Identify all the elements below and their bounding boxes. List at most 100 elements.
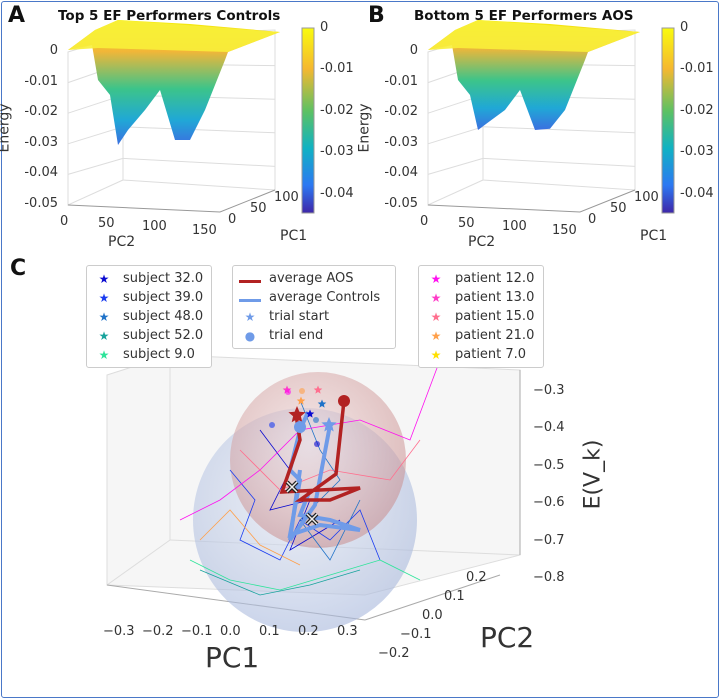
x-tick-label: −0.2: [142, 624, 174, 639]
x-tick-label: 150: [552, 223, 577, 238]
star-icon: ★: [244, 309, 256, 324]
legend-item: ★ patient 12.0: [425, 269, 537, 288]
x-tick-label: 0.1: [259, 624, 280, 639]
z-tick-label: -0.04: [384, 165, 418, 181]
star-icon: ★: [98, 271, 110, 286]
z-tick-label: -0.05: [24, 196, 58, 211]
y-tick-label: −0.1: [400, 627, 432, 642]
colorbar-tick-label: -0.04: [680, 185, 714, 201]
star-icon: ★: [430, 290, 442, 305]
colorbar-tick-label: 0: [680, 20, 689, 35]
z-tick-label: −0.5: [533, 457, 565, 473]
trial-start-star: [317, 399, 327, 408]
x-axis-label: PC2: [108, 234, 136, 250]
y-axis-label: PC2: [480, 621, 535, 654]
z-tick-label: -0.04: [24, 165, 58, 181]
legend-item: average AOS: [239, 269, 389, 288]
z-tick-label: -0.03: [24, 134, 58, 150]
y-tick-label: 0.2: [466, 570, 487, 585]
star-icon: ★: [430, 328, 442, 343]
subjects-legend: ★ subject 32.0 ★ subject 39.0 ★ subject 48.0 ★…: [86, 265, 212, 368]
x-tick-label: 0: [420, 214, 429, 229]
colorbar-tick-label: -0.02: [320, 102, 354, 118]
z-tick-label: -0.01: [24, 73, 58, 89]
y-tick-label: 0.1: [444, 589, 465, 604]
legend-item: ★ patient 21.0: [425, 326, 537, 345]
colorbar-tick-label: -0.01: [320, 61, 354, 77]
legend-item: ★ trial start: [239, 307, 389, 326]
panel-b-title: Bottom 5 EF Performers AOS: [414, 8, 634, 24]
legend-label: patient 12.0: [455, 271, 535, 286]
y-tick-label: 100: [274, 190, 299, 205]
panel-c-label: C: [10, 256, 27, 281]
z-tick-label: −0.3: [533, 383, 565, 398]
z-tick-label: -0.01: [384, 73, 418, 89]
aos-start-star: [288, 406, 306, 423]
legend-label: average AOS: [269, 271, 354, 286]
z-tick-label: -0.02: [24, 104, 58, 120]
x-axis-label: PC2: [468, 234, 496, 250]
legend-label: average Controls: [269, 290, 381, 305]
z-tick-label: -0.02: [384, 104, 418, 120]
z-tick-label: -0.05: [384, 196, 418, 211]
x-tick-label: −0.3: [103, 624, 135, 639]
aos-sphere: [230, 372, 406, 548]
controls-start-star: [321, 417, 337, 432]
legend-item: ★ subject 32.0: [93, 269, 205, 288]
star-icon: ★: [98, 290, 110, 305]
colorbar-tick-label: -0.03: [680, 144, 714, 160]
y-axis-label: PC1: [280, 228, 308, 244]
star-icon: ★: [430, 347, 442, 362]
x-tick-label: 150: [192, 223, 217, 238]
x-tick-label: 100: [142, 219, 167, 234]
z-tick-label: −0.8: [533, 570, 565, 585]
panel-b-label: B: [368, 3, 385, 28]
legend-label: subject 52.0: [123, 328, 204, 343]
x-tick-label: 0.3: [337, 624, 358, 639]
z-axis-label: E(V_k): [580, 439, 606, 510]
colorbar-tick-label: -0.02: [680, 102, 714, 118]
legend-item: ★ subject 9.0: [93, 345, 205, 364]
panel-a-label: A: [8, 3, 26, 28]
line-icon: [239, 291, 261, 305]
legend-label: patient 21.0: [455, 328, 535, 343]
z-tick-label: 0: [49, 43, 58, 58]
x-tick-label: 50: [98, 216, 115, 231]
z-tick-label: -0.03: [384, 134, 418, 150]
x-tick-label: 50: [458, 216, 475, 231]
star-icon: ★: [98, 309, 110, 324]
y-axis-label: PC1: [640, 228, 668, 244]
x-tick-label: 0: [60, 214, 69, 229]
legend-label: patient 13.0: [455, 290, 535, 305]
dot-icon: ●: [244, 328, 256, 343]
legend-label: patient 15.0: [455, 309, 535, 324]
z-tick-label: −0.7: [533, 532, 565, 548]
colorbar-tick-label: 0: [320, 20, 329, 35]
y-tick-label: 0: [588, 212, 597, 227]
legend-item: average Controls: [239, 288, 389, 307]
legend-label: trial start: [269, 309, 330, 324]
star-icon: ★: [98, 347, 110, 362]
line-icon: [239, 272, 261, 286]
patients-legend: ★ patient 12.0 ★ patient 13.0 ★ patient 15.0 ★…: [418, 265, 544, 368]
legend-item: ★ patient 15.0: [425, 307, 537, 326]
x-tick-label: 0.2: [298, 624, 319, 639]
legend-item: ★ patient 13.0: [425, 288, 537, 307]
trial-start-star: [313, 385, 323, 394]
averages-legend: average AOS average Controls ★ trial start ●…: [232, 265, 396, 349]
z-axis-label: Energy: [0, 103, 13, 153]
star-icon: ★: [98, 328, 110, 343]
average-aos-line: [279, 399, 361, 502]
y-tick-label: 50: [250, 201, 267, 216]
controls-center-marker: [305, 512, 319, 526]
aos-center-marker: [285, 480, 299, 494]
legend-label: subject 39.0: [123, 290, 204, 305]
aos-end-dot: [338, 395, 350, 407]
colorbar: [301, 27, 315, 214]
y-tick-label: 50: [610, 201, 627, 216]
x-tick-label: −0.1: [181, 624, 213, 639]
legend-label: trial end: [269, 328, 324, 343]
